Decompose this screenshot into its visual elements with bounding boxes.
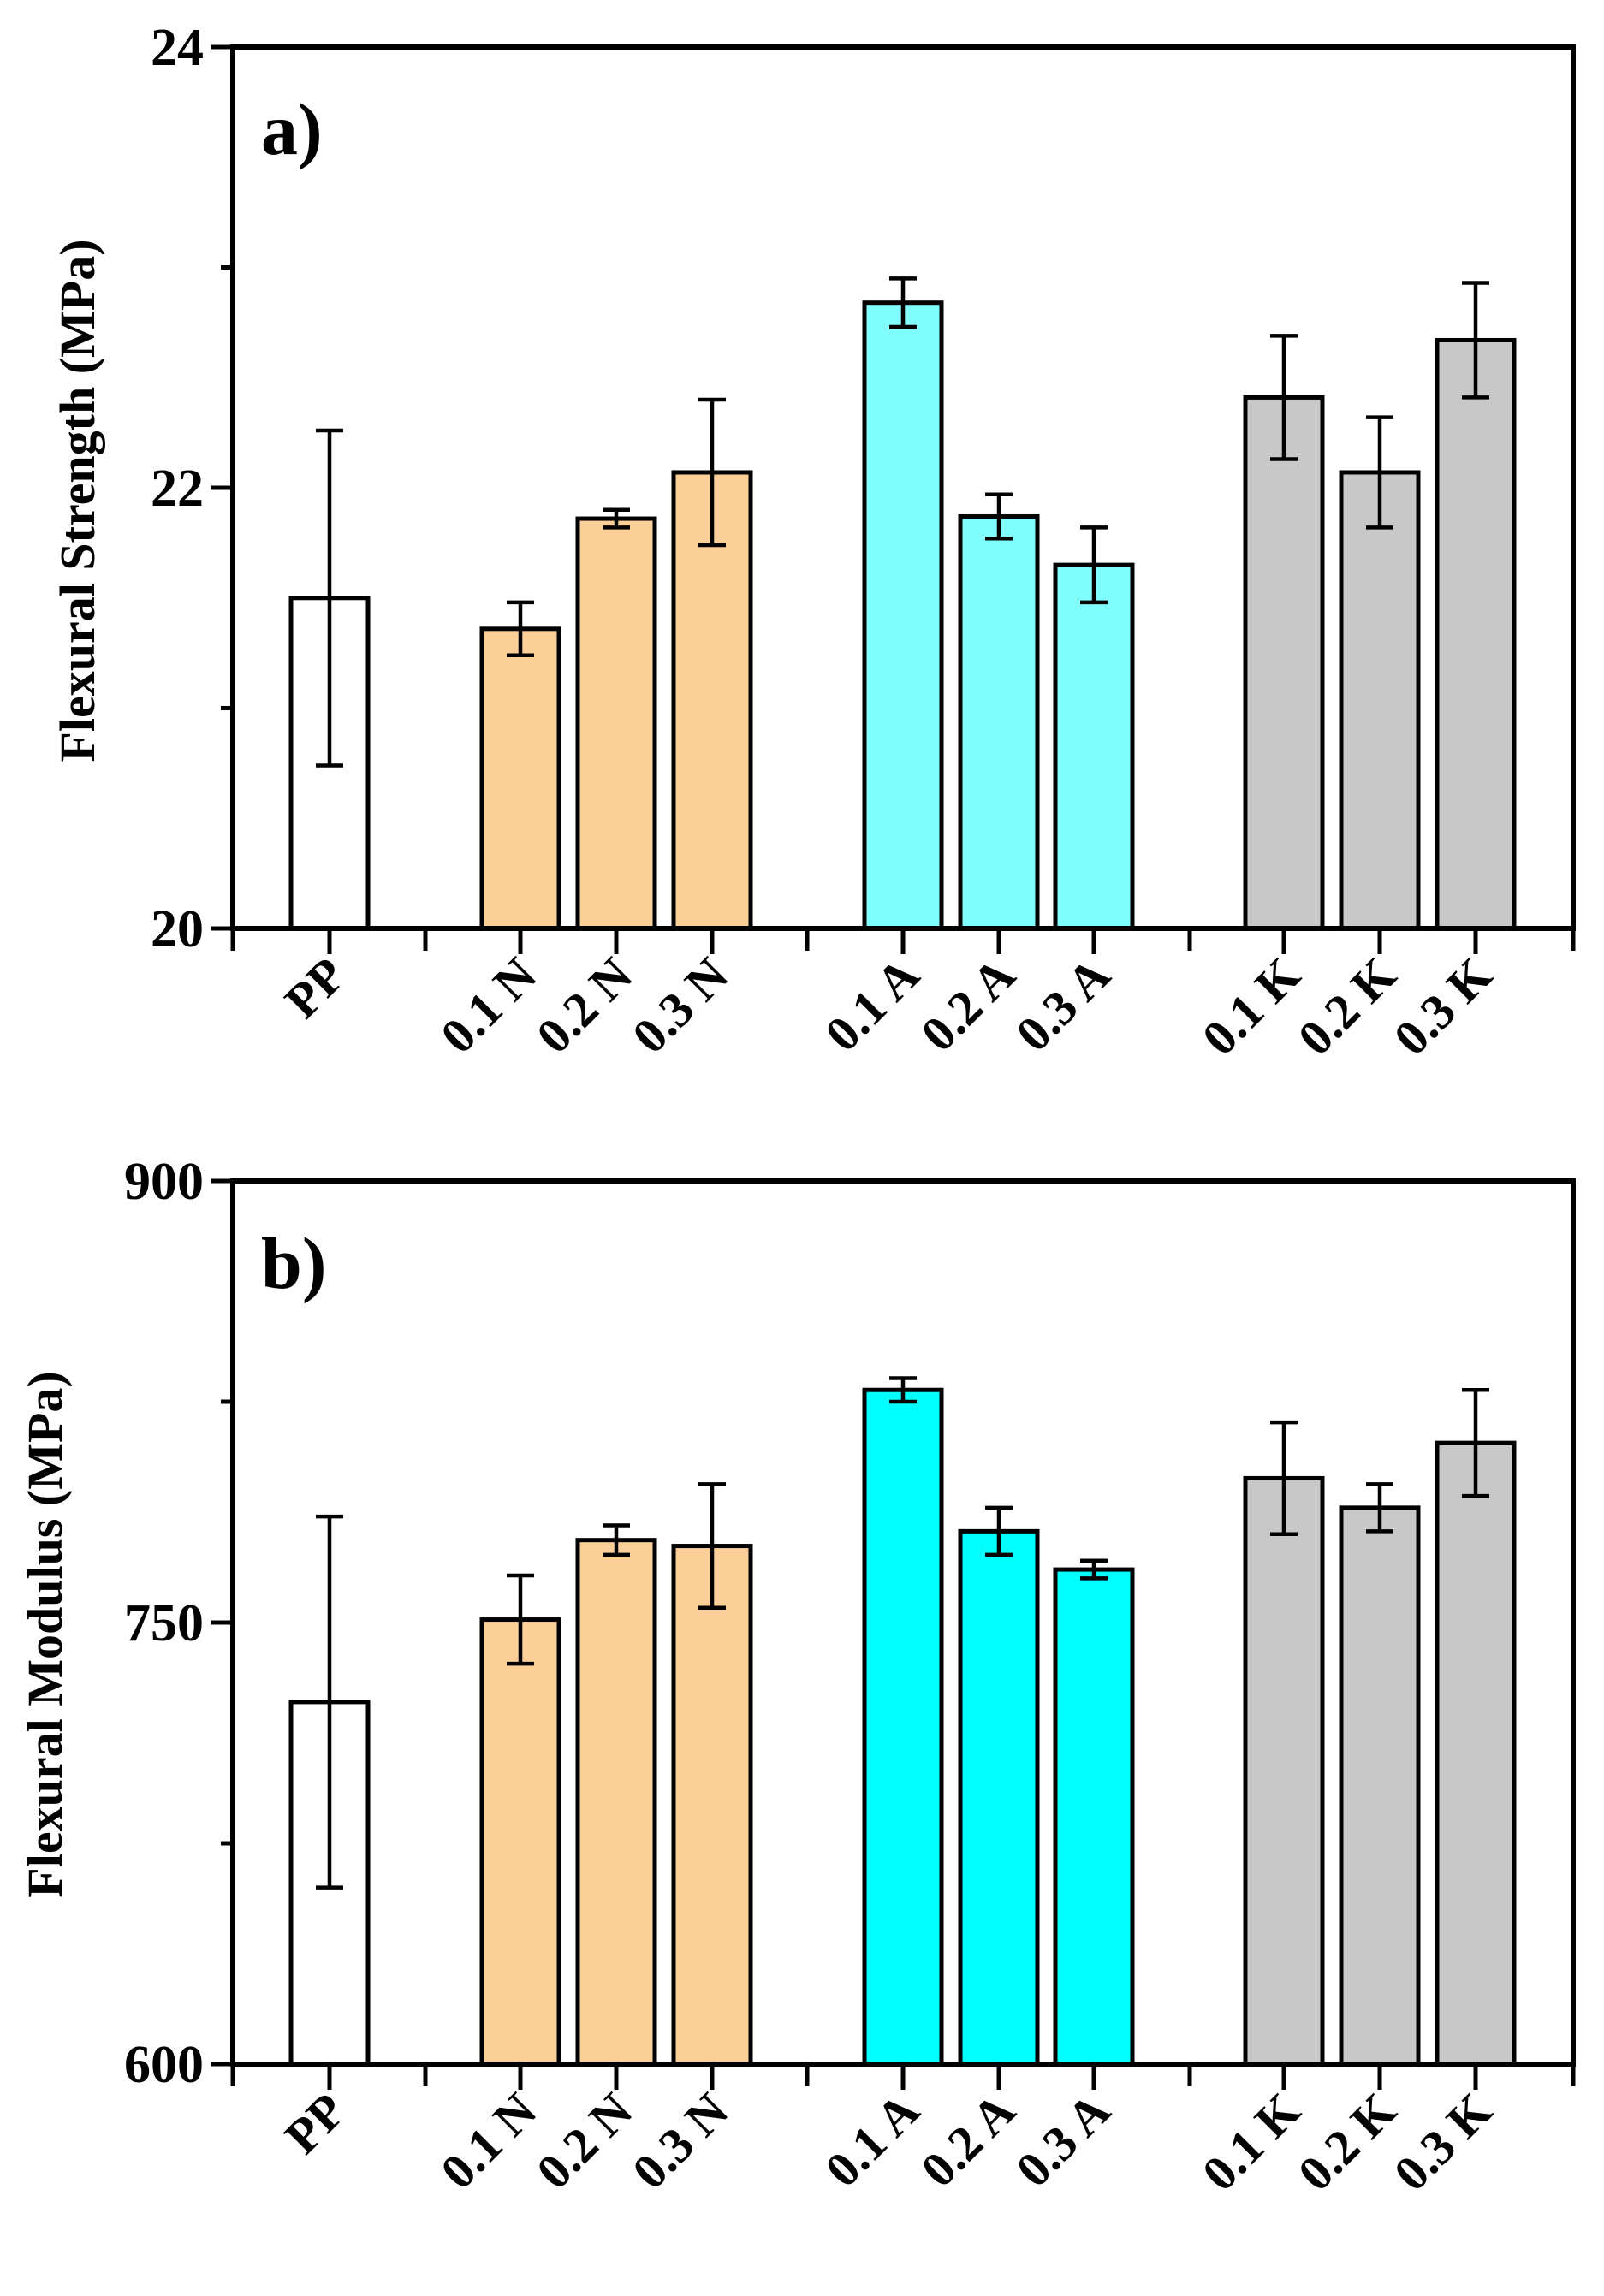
error-bar bbox=[1462, 1387, 1489, 1498]
x-tick-label: 0.3 A bbox=[1005, 946, 1120, 1062]
error-bar bbox=[1080, 525, 1108, 605]
bar-02A bbox=[958, 513, 1040, 931]
error-bar bbox=[507, 600, 534, 657]
bar-01K bbox=[1243, 395, 1325, 931]
panel-a-flexural-strength: Flexural Strength (MPa) a) 20 22 24 PP 0.1 N… bbox=[50, 19, 1576, 1066]
error-bar bbox=[1366, 1482, 1393, 1534]
y-tick-label: 22 bbox=[151, 460, 204, 518]
x-tick-label: 0.2 A bbox=[910, 946, 1025, 1062]
y-tick-label: 24 bbox=[151, 19, 204, 77]
x-tick-label: 0.1 N bbox=[430, 2082, 547, 2199]
error-bar bbox=[1270, 334, 1298, 461]
x-tick-label: PP bbox=[274, 946, 356, 1029]
error-bar bbox=[985, 492, 1013, 541]
x-tick-label: 0.1 A bbox=[814, 946, 930, 1062]
panel-b-flexural-modulus: Flexural Modulus (MPa) b) 600 750 900 PP 0.1… bbox=[17, 1153, 1576, 2202]
x-tick-label: 0.3 A bbox=[1005, 2082, 1120, 2198]
error-bar bbox=[603, 507, 630, 530]
x-tick-label: 0.3 K bbox=[1383, 2082, 1502, 2201]
bar-01A bbox=[862, 300, 944, 931]
error-bar bbox=[698, 397, 726, 548]
x-tick-label: 0.2 A bbox=[910, 2082, 1025, 2198]
error-bar bbox=[316, 1514, 343, 1890]
x-tick-label: 0.2 N bbox=[526, 946, 643, 1064]
error-bar bbox=[889, 276, 917, 329]
bar-02A bbox=[958, 1528, 1040, 2067]
bar-02N bbox=[575, 516, 657, 931]
error-bar bbox=[507, 1573, 534, 1666]
y-tick-label: 600 bbox=[124, 2036, 204, 2094]
error-bar bbox=[985, 1505, 1013, 1557]
y-axis-title: Flexural Strength (MPa) bbox=[50, 239, 105, 762]
x-tick-label: 0.3 N bbox=[621, 946, 739, 1064]
error-bar bbox=[1366, 415, 1393, 530]
x-tick-label: 0.3 K bbox=[1383, 946, 1502, 1065]
bar-03K bbox=[1435, 1440, 1517, 2067]
error-bar bbox=[316, 428, 343, 768]
x-tick-label: 0.1 K bbox=[1191, 946, 1310, 1065]
y-tick-label: 750 bbox=[124, 1594, 204, 1652]
bar-03A bbox=[1053, 1567, 1135, 2067]
y-tick-label: 20 bbox=[151, 900, 204, 958]
panel-label: a) bbox=[261, 88, 323, 170]
error-bar bbox=[1080, 1558, 1108, 1581]
bar-02N bbox=[575, 1538, 657, 2067]
x-tick-label: PP bbox=[274, 2082, 356, 2164]
x-tick-label: 0.1 A bbox=[814, 2082, 930, 2198]
bar-03K bbox=[1435, 337, 1517, 931]
error-bar bbox=[889, 1376, 917, 1404]
bar-01K bbox=[1243, 1475, 1325, 2067]
x-tick-label: 0.1 N bbox=[430, 946, 547, 1064]
panel-label: b) bbox=[261, 1222, 326, 1304]
error-bar bbox=[698, 1482, 726, 1611]
error-bar bbox=[603, 1523, 630, 1557]
bar-03A bbox=[1053, 562, 1135, 931]
x-tick-label: 0.2 N bbox=[526, 2082, 643, 2199]
error-bar bbox=[1462, 281, 1489, 400]
bar-02K bbox=[1339, 1505, 1421, 2067]
x-tick-label: 0.2 K bbox=[1287, 2082, 1406, 2201]
bar-02K bbox=[1339, 470, 1421, 931]
x-tick-label: 0.2 K bbox=[1287, 946, 1406, 1065]
x-tick-label: 0.3 N bbox=[621, 2082, 739, 2199]
x-tick-label: 0.1 K bbox=[1191, 2082, 1310, 2201]
bar-01N bbox=[479, 1617, 561, 2067]
bar-01N bbox=[479, 626, 561, 931]
bar-03N bbox=[671, 1544, 753, 2067]
y-axis-title: Flexural Modulus (MPa) bbox=[17, 1371, 73, 1897]
y-tick-label: 900 bbox=[124, 1153, 204, 1211]
bar-01A bbox=[862, 1387, 944, 2067]
error-bar bbox=[1270, 1420, 1298, 1537]
